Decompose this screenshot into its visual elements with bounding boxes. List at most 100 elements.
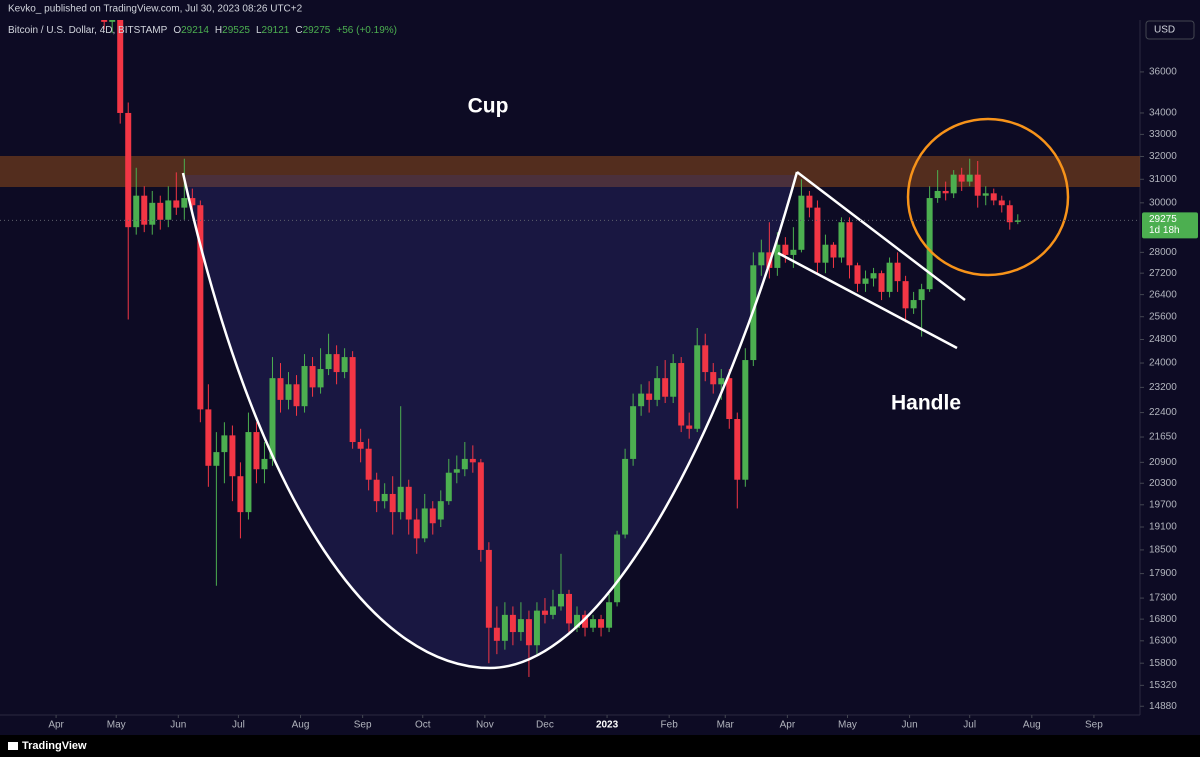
x-tick-label: Mar: [717, 720, 735, 731]
annotation: Handle: [891, 392, 961, 415]
candle-body: [726, 378, 733, 420]
candle-body: [445, 472, 452, 502]
candle-body: [782, 244, 789, 255]
ohlc-value: 29121: [262, 25, 290, 36]
candle-body: [389, 493, 396, 513]
candle-body: [285, 384, 292, 400]
candle-body: [493, 627, 500, 641]
change: +56 (+0.19%): [336, 25, 397, 36]
y-tick-label: 36000: [1149, 67, 1177, 78]
candle-body: [942, 190, 949, 194]
ohlc-value: 29214: [181, 25, 209, 36]
candles: [101, 20, 1021, 677]
x-tick-label: Jul: [963, 720, 976, 731]
candle-body: [205, 409, 212, 466]
cup-line: [181, 171, 799, 670]
candle-body: [277, 378, 284, 400]
footer: [0, 735, 1200, 757]
candle-body: [590, 619, 597, 628]
candle-body: [910, 300, 917, 309]
candle-body: [998, 200, 1005, 206]
candle-body: [181, 198, 188, 208]
candle-body: [301, 366, 308, 407]
candle-body: [734, 419, 741, 480]
flag-line: [796, 171, 966, 301]
candle-body: [261, 458, 268, 470]
candle-body: [646, 393, 653, 400]
candle-body: [950, 174, 957, 194]
y-tick-label: 20300: [1149, 478, 1177, 489]
candle-body: [333, 354, 340, 373]
candle-body: [413, 519, 420, 539]
publisher: Kevko_ published on TradingView.com, Jul…: [8, 4, 303, 15]
candle-body: [638, 393, 645, 407]
candle-body: [838, 222, 845, 258]
candle-body: [373, 479, 380, 502]
candle-body: [598, 619, 605, 628]
x-tick-label: Jun: [170, 720, 186, 731]
candle-body: [125, 112, 132, 228]
candle-body: [485, 549, 492, 628]
y-tick-label: 18500: [1149, 545, 1177, 556]
candle-body: [798, 195, 805, 250]
candle-body: [133, 195, 140, 228]
candle-body: [694, 345, 701, 429]
currency-box: [1145, 20, 1195, 40]
candle-body: [325, 354, 332, 370]
candle-body: [357, 442, 364, 449]
y-tick-label: 16300: [1149, 635, 1177, 646]
candle-body: [1006, 205, 1013, 223]
candle-body: [421, 508, 428, 539]
candle-body: [878, 273, 885, 292]
candle-body: [269, 378, 276, 459]
candle-body: [117, 20, 124, 113]
candle-body: [221, 435, 228, 453]
candle-body: [846, 222, 853, 266]
y-tick-label: 22400: [1149, 407, 1177, 418]
y-tick-label: 14880: [1149, 701, 1177, 712]
x-tick-label: May: [107, 720, 126, 731]
candle-body: [229, 435, 236, 477]
y-tick-label: 27200: [1149, 268, 1177, 279]
candle-body: [902, 281, 909, 309]
candle-body: [341, 357, 348, 373]
candle-body: [541, 610, 548, 615]
countdown: 1d 18h: [1149, 225, 1180, 236]
ohlc-label: C: [295, 25, 302, 36]
x-tick-label: Feb: [661, 720, 679, 731]
candle-body: [141, 195, 148, 225]
candle-body: [678, 363, 685, 426]
candle-body: [574, 614, 581, 628]
candle-body: [477, 462, 484, 550]
candle-body: [614, 534, 621, 603]
candle-body: [1014, 220, 1021, 222]
last-price-box: [1142, 212, 1198, 239]
annotation: Cup: [468, 95, 509, 118]
currency: USD: [1154, 25, 1175, 36]
x-tick-label: Nov: [476, 720, 494, 731]
candle-body: [974, 174, 981, 196]
candle-body: [894, 262, 901, 282]
ohlc-value: 29525: [222, 25, 250, 36]
candle-body: [582, 614, 589, 628]
y-tick-label: 15320: [1149, 680, 1177, 691]
candle-body: [886, 262, 893, 292]
ohlc-value: 29275: [303, 25, 331, 36]
candle-body: [606, 602, 613, 628]
highlight-circle: [906, 117, 1070, 277]
y-tick-label: 25600: [1149, 311, 1177, 322]
y-tick-label: 20900: [1149, 457, 1177, 468]
candle-body: [718, 378, 725, 385]
ohlc-label: O: [173, 25, 181, 36]
candle-body: [966, 174, 973, 182]
candle-body: [381, 493, 388, 502]
candle-body: [317, 369, 324, 388]
candle-body: [982, 193, 989, 196]
candle-body: [862, 278, 869, 284]
candle-body: [453, 469, 460, 473]
candle-body: [958, 174, 965, 182]
candle-body: [197, 205, 204, 410]
y-tick-label: 17900: [1149, 568, 1177, 579]
candle-body: [565, 593, 572, 624]
